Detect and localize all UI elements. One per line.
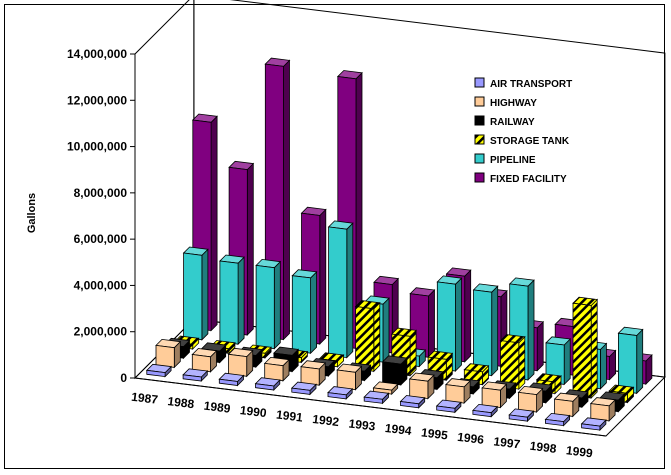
x-tick-label: 1988 bbox=[167, 394, 196, 411]
y-tick-label: 4,000,000 bbox=[74, 278, 128, 292]
bar-storage-tank-1998 bbox=[572, 296, 599, 399]
bar-pipeline-1989 bbox=[255, 258, 282, 350]
bar-air-transport-1992 bbox=[327, 386, 354, 400]
legend-item: RAILWAY bbox=[474, 115, 535, 128]
bar-highway-1988 bbox=[191, 348, 218, 373]
legend-label: FIXED FACILITY bbox=[490, 174, 567, 185]
bar-highway-1989 bbox=[227, 347, 254, 378]
x-tick-label: 1996 bbox=[457, 430, 486, 447]
bar-pipeline-1991 bbox=[327, 220, 354, 359]
legend-swatch bbox=[474, 115, 485, 126]
x-tick-label: 1995 bbox=[420, 425, 449, 442]
bar-highway-1992 bbox=[336, 363, 363, 391]
legend-item: AIR TRANSPORT bbox=[474, 77, 572, 90]
bar-air-transport-1987 bbox=[145, 363, 172, 378]
x-tick-label: 1994 bbox=[384, 421, 413, 438]
bar-air-transport-1999 bbox=[580, 417, 607, 432]
x-tick-label: 1989 bbox=[203, 399, 232, 416]
y-tick-label: 10,000,000 bbox=[67, 140, 127, 154]
y-tick-label: 6,000,000 bbox=[74, 232, 128, 246]
x-tick-label: 1991 bbox=[275, 408, 304, 425]
x-tick-label: 1999 bbox=[565, 443, 594, 460]
legend-swatch bbox=[474, 153, 485, 164]
y-axis: 0 2,000,000 4,000,000 6,000,000 8,000,000 10,… bbox=[67, 47, 136, 385]
legend-label: STORAGE TANK bbox=[490, 136, 570, 147]
legend-label: AIR TRANSPORT bbox=[490, 79, 572, 90]
bar-highway-1995 bbox=[445, 378, 471, 405]
legend-swatch bbox=[474, 96, 485, 107]
bars-layer bbox=[145, 57, 653, 432]
bar-highway-1991 bbox=[300, 360, 327, 387]
bar-air-transport-1995 bbox=[435, 399, 462, 414]
bar-air-transport-1994 bbox=[399, 395, 426, 409]
bar-pipeline-1994 bbox=[436, 275, 463, 372]
y-tick-label: 2,000,000 bbox=[74, 325, 128, 339]
y-tick-label: 12,000,000 bbox=[67, 93, 127, 107]
bar-air-transport-1998 bbox=[544, 412, 571, 427]
legend-item: PIPELINE bbox=[474, 153, 536, 166]
bar-highway-1998 bbox=[553, 392, 580, 418]
legend: AIR TRANSPORT HIGHWAY RAILWAY STORAGE TANK P… bbox=[474, 77, 572, 185]
bar-highway-1997 bbox=[517, 385, 544, 413]
x-axis: 1987 1988 1989 1990 1991 1992 1993 1994 1995 1996… bbox=[130, 377, 607, 460]
bar-highway-1994 bbox=[408, 372, 435, 400]
x-axis-line bbox=[134, 377, 607, 437]
bar-air-transport-1993 bbox=[363, 390, 390, 405]
bar-air-transport-1990 bbox=[254, 377, 281, 391]
y-axis-label: Gallons bbox=[26, 193, 38, 233]
bar-highway-1993 bbox=[372, 381, 399, 396]
legend-label: PIPELINE bbox=[490, 155, 536, 166]
bar-air-transport-1991 bbox=[290, 381, 317, 396]
bar-air-transport-1997 bbox=[508, 408, 535, 423]
legend-item: HIGHWAY bbox=[474, 96, 537, 109]
x-tick-label: 1992 bbox=[312, 412, 341, 429]
x-tick-label: 1987 bbox=[130, 390, 159, 407]
bar-highway-1990 bbox=[263, 356, 290, 382]
bar-air-transport-1988 bbox=[182, 368, 209, 382]
y-tick-label: 14,000,000 bbox=[67, 47, 127, 61]
legend-label: HIGHWAY bbox=[490, 98, 537, 109]
legend-item: STORAGE TANK bbox=[474, 134, 570, 147]
bar-air-transport-1989 bbox=[218, 372, 245, 387]
x-tick-label: 1997 bbox=[493, 434, 522, 451]
y-tick-label: 0 bbox=[120, 371, 127, 385]
bar-highway-1987 bbox=[155, 338, 182, 369]
bar-pipeline-1990 bbox=[291, 269, 318, 355]
bar-railway-1993 bbox=[381, 355, 408, 386]
bar-storage-tank-1992 bbox=[354, 300, 381, 373]
x-tick-label: 1993 bbox=[348, 416, 377, 433]
legend-swatch bbox=[474, 172, 485, 183]
bar-pipeline-1988 bbox=[219, 254, 245, 346]
legend-label: RAILWAY bbox=[490, 117, 535, 128]
bar-pipeline-1987 bbox=[182, 246, 209, 341]
bar-pipeline-1995 bbox=[472, 283, 499, 377]
bar-air-transport-1996 bbox=[472, 403, 499, 418]
y-tick-label: 8,000,000 bbox=[74, 186, 128, 200]
bar-highway-1999 bbox=[589, 397, 616, 422]
legend-item: FIXED FACILITY bbox=[474, 172, 567, 185]
bar-highway-1996 bbox=[481, 381, 508, 409]
legend-swatch bbox=[474, 77, 485, 88]
bar-storage-tank-1996 bbox=[499, 334, 526, 391]
legend-swatch bbox=[474, 134, 485, 145]
x-tick-label: 1998 bbox=[529, 439, 558, 456]
x-tick-label: 1990 bbox=[239, 403, 268, 420]
bar-pipeline-1999 bbox=[617, 326, 644, 395]
